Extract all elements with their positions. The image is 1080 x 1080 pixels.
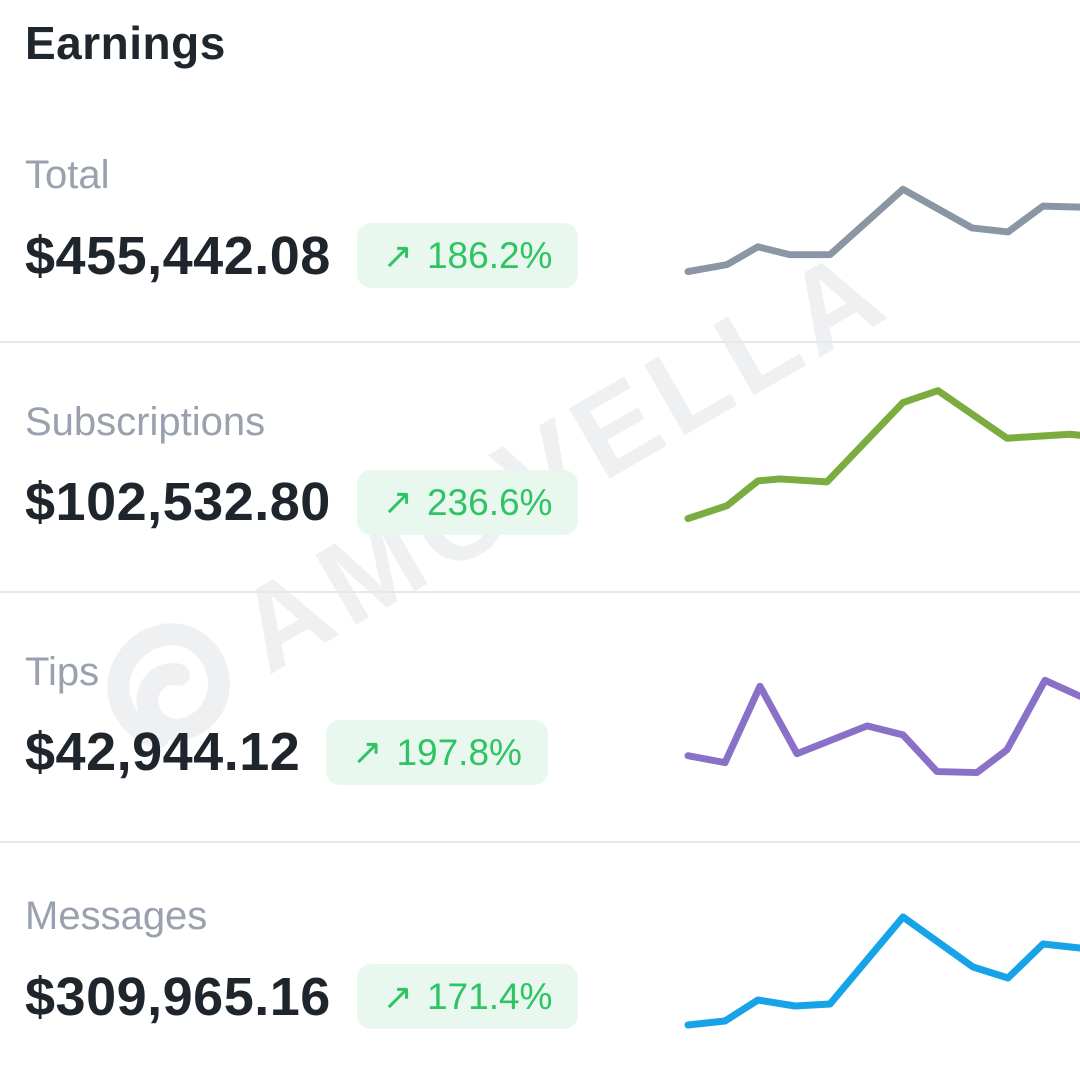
trend-up-arrow-icon: ↗: [382, 481, 413, 522]
change-badge: ↗ 186.2%: [356, 223, 579, 288]
value-line: $455,442.08 ↗ 186.2%: [25, 223, 1080, 288]
sparkline-subscriptions: [684, 387, 1080, 523]
earnings-row-subscriptions: Subscriptions $102,532.80 ↗ 236.6%: [0, 343, 1080, 593]
metric-label: Subscriptions: [25, 399, 266, 444]
earnings-row-total: Total $455,442.08 ↗ 186.2%: [0, 100, 1080, 343]
metric-label: Total: [25, 153, 110, 197]
metric-value: $102,532.80: [25, 472, 331, 532]
trend-up-arrow-icon: ↗: [382, 234, 413, 276]
value-line: $309,965.16 ↗ 171.4%: [25, 964, 1080, 1029]
earnings-row-tips: Tips $42,944.12 ↗ 197.8%: [0, 593, 1080, 843]
trend-up-arrow-icon: ↗: [382, 975, 413, 1017]
header: Earnings: [0, 0, 1080, 100]
watermark: AMOVELLA: [81, 219, 911, 777]
sparkline-messages: [684, 913, 1080, 1029]
metric-label: Tips: [25, 649, 100, 694]
metric-label: Messages: [25, 894, 208, 938]
metric-value: $455,442.08: [25, 225, 331, 286]
change-percent: 171.4%: [426, 976, 553, 1017]
change-percent: 236.6%: [426, 481, 553, 523]
value-line: $102,532.80 ↗ 236.6%: [25, 469, 1080, 535]
change-badge: ↗ 171.4%: [356, 964, 579, 1029]
change-badge: ↗ 197.8%: [326, 719, 548, 785]
metric-value: $42,944.12: [25, 722, 301, 782]
change-percent: 186.2%: [426, 235, 553, 276]
change-percent: 197.8%: [396, 731, 522, 773]
trend-up-arrow-icon: ↗: [352, 731, 383, 772]
amovella-logo-icon: [107, 623, 230, 749]
sparkline-total: [684, 185, 1080, 276]
page-title: Earnings: [25, 17, 226, 69]
earnings-row-messages: Messages $309,965.16 ↗ 171.4%: [0, 843, 1080, 1080]
change-badge: ↗ 236.6%: [356, 469, 579, 535]
value-line: $42,944.12 ↗ 197.8%: [25, 719, 1080, 785]
sparkline-tips: [684, 676, 1080, 777]
metric-value: $309,965.16: [25, 966, 331, 1027]
